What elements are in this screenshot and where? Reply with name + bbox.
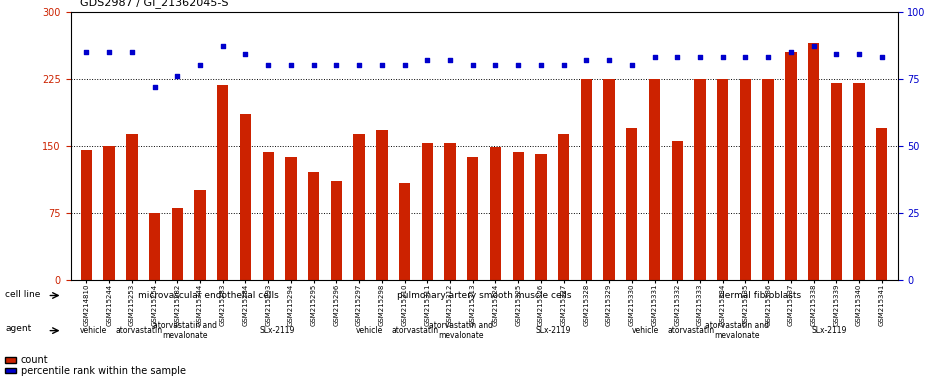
Point [874,54,889,60]
Point [693,54,708,60]
Bar [172,208,183,280]
Point [238,51,253,58]
Bar [740,78,751,280]
Text: percentile rank within the sample: percentile rank within the sample [21,366,186,376]
Text: vehicle: vehicle [80,326,107,335]
Bar [695,78,706,280]
Bar [649,78,660,280]
Bar [626,127,637,280]
Point [215,43,230,50]
Point [533,62,548,68]
Point [715,54,730,60]
Bar [490,147,501,280]
Text: atorvastatin: atorvastatin [392,326,439,335]
Text: SLx-2119: SLx-2119 [536,326,571,335]
Point [488,62,503,68]
Point [510,62,525,68]
Point [556,62,572,68]
Bar [149,213,160,280]
Text: agent: agent [6,324,32,333]
Point [669,54,684,60]
Bar [581,78,592,280]
Bar [308,172,320,280]
Text: atorvastatin and
mevalonate: atorvastatin and mevalonate [153,321,217,340]
Bar [558,134,570,280]
Text: atorvastatin: atorvastatin [667,326,714,335]
Point [465,62,480,68]
Point [397,62,412,68]
Point [783,49,798,55]
Text: SLx-2119: SLx-2119 [259,326,295,335]
Text: microvascular endothelial cells: microvascular endothelial cells [138,291,279,300]
Bar [195,190,206,280]
Point [624,62,639,68]
Text: SLx-2119: SLx-2119 [811,326,846,335]
Bar [126,134,137,280]
Point [170,73,185,79]
Bar [422,143,433,280]
Bar [785,52,796,280]
Point [579,57,594,63]
Bar [808,43,820,280]
Point [79,49,94,55]
Point [602,57,617,63]
Text: count: count [21,355,48,365]
Bar [445,143,456,280]
Bar [331,181,342,280]
Bar [399,183,410,280]
Bar [467,157,478,280]
Text: pulmonary artery smooth muscle cells: pulmonary artery smooth muscle cells [397,291,572,300]
Point [306,62,321,68]
Bar [854,83,865,280]
Point [193,62,208,68]
Point [647,54,662,60]
Bar [603,78,615,280]
Point [260,62,275,68]
Point [738,54,753,60]
Point [374,62,389,68]
Bar [717,78,728,280]
Point [420,57,435,63]
Point [284,62,299,68]
Text: vehicle: vehicle [632,326,659,335]
Text: dermal fibroblasts: dermal fibroblasts [719,291,801,300]
Point [352,62,367,68]
Text: GDS2987 / GI_21362045-S: GDS2987 / GI_21362045-S [80,0,228,8]
Bar [103,146,115,280]
Bar [671,141,683,280]
Bar [512,152,524,280]
Text: atorvastatin and
mevalonate: atorvastatin and mevalonate [430,321,494,340]
Bar [81,150,92,280]
Bar [876,127,887,280]
Bar [217,85,228,280]
Bar [240,114,251,280]
Point [760,54,776,60]
Point [807,43,822,50]
Point [124,49,139,55]
Point [102,49,117,55]
Bar [285,157,297,280]
Point [147,83,162,89]
Text: atorvastatin and
mevalonate: atorvastatin and mevalonate [705,321,769,340]
Bar [535,154,546,280]
Bar [376,130,387,280]
Text: cell line: cell line [6,290,40,298]
Point [443,57,458,63]
Bar [762,78,774,280]
Point [329,62,344,68]
Bar [831,83,842,280]
Point [829,51,844,58]
Bar [262,152,274,280]
Text: atorvastatin: atorvastatin [116,326,163,335]
Bar [353,134,365,280]
Text: vehicle: vehicle [355,326,383,335]
Point [852,51,867,58]
